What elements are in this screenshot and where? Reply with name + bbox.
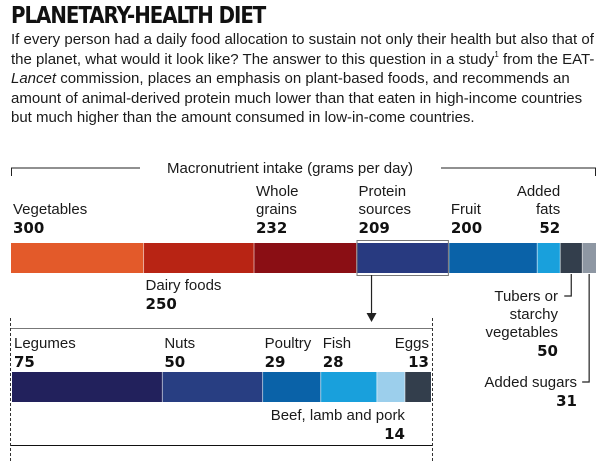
value-label: 250: [146, 295, 177, 313]
bar-segment-fruit[interactable]: [448, 243, 538, 273]
value-label: 200: [451, 219, 482, 237]
label-text: Fish: [323, 335, 351, 352]
protein-stacked-bar: [12, 372, 431, 402]
label-text: Nuts: [164, 335, 195, 352]
value-label: 52: [539, 219, 560, 237]
label-text: Added: [517, 183, 560, 200]
protein-highlight-box: [356, 240, 449, 276]
value-label: 75: [14, 353, 35, 371]
bar-segment-eggs[interactable]: [404, 372, 431, 402]
intro-text-1: If every person had a daily food allocat…: [11, 31, 594, 68]
label-text: grains: [256, 201, 297, 218]
value-label: 13: [408, 353, 429, 371]
label-text: Dairy foods: [146, 277, 222, 294]
bar-segment-vegetables[interactable]: [11, 243, 144, 273]
label-text: Poultry: [265, 335, 312, 352]
protein-panel-frame: [10, 318, 433, 462]
value-label: 232: [256, 219, 287, 237]
label-text: sources: [359, 201, 412, 218]
value-label: 50: [537, 342, 558, 360]
label-text: Whole: [256, 183, 299, 200]
label-text: fats: [536, 201, 560, 218]
bar-segment-whole-grains[interactable]: [254, 243, 357, 273]
intro-paragraph: If every person had a daily food allocat…: [11, 30, 600, 128]
label-text: Protein: [359, 183, 407, 200]
bar-segment-legumes[interactable]: [12, 372, 163, 402]
label-text: starchy: [510, 306, 559, 323]
label-text: Eggs: [395, 335, 429, 352]
bar-segment-added-fats[interactable]: [537, 243, 561, 273]
tubers-leader-line: [564, 274, 572, 297]
footnote-reference[interactable]: 1: [494, 49, 499, 59]
value-label: 31: [556, 392, 577, 410]
value-label: 28: [323, 353, 344, 371]
bar-segment-nuts[interactable]: [162, 372, 263, 402]
main-axis-title: Macronutrient intake (grams per day): [167, 160, 413, 177]
bar-segment-fish[interactable]: [320, 372, 377, 402]
value-label: 209: [359, 219, 390, 237]
label-text: Added sugars: [484, 374, 577, 391]
bar-segment-beef-lamb-and-pork[interactable]: [376, 372, 405, 402]
intro-italic-lancet: Lancet: [11, 70, 57, 87]
protein-arrow-head: [366, 313, 377, 322]
label-text: Legumes: [14, 335, 76, 352]
value-label: 300: [13, 219, 44, 237]
bar-segment-added-sugars[interactable]: [582, 243, 596, 273]
label-text: Fruit: [451, 201, 482, 218]
bar-segment-tubers-or-starchy-vegetables[interactable]: [560, 243, 583, 273]
sugars-leader-line: [582, 274, 590, 383]
value-label: 50: [164, 353, 185, 371]
chart-title: PLANETARY-HEALTH DIET: [11, 3, 266, 29]
intro-text-3: commission, places an emphasis on plant-…: [11, 70, 583, 126]
intro-text-2: from the EAT-: [498, 50, 595, 68]
label-text: Tubers or: [494, 288, 558, 305]
bar-segment-dairy-foods[interactable]: [143, 243, 255, 273]
label-text: Beef, lamb and pork: [271, 407, 406, 424]
bar-segment-poultry[interactable]: [262, 372, 321, 402]
bar-segment-protein-sources[interactable]: [356, 243, 449, 273]
value-label: 14: [384, 425, 405, 443]
main-axis-bracket: [11, 167, 596, 176]
main-stacked-bar: [11, 240, 596, 276]
label-text: vegetables: [485, 324, 558, 341]
label-text: Vegetables: [13, 201, 87, 218]
value-label: 29: [265, 353, 286, 371]
